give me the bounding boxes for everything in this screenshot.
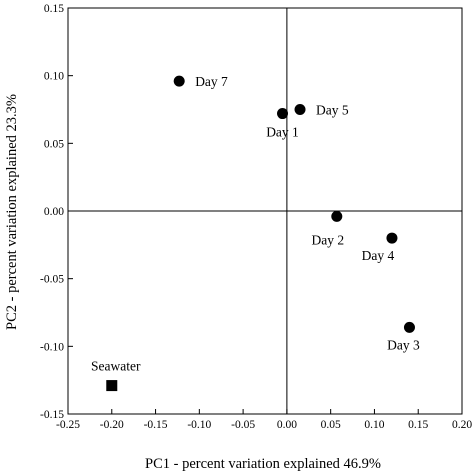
point-day-4	[386, 232, 398, 244]
point-day-7	[173, 75, 185, 87]
x-tick-label: -0.25	[56, 419, 80, 431]
x-tick-label: -0.10	[187, 419, 211, 431]
point-label-seawater: Seawater	[91, 359, 141, 374]
point-label-day-5: Day 5	[316, 103, 349, 118]
y-tick-label: -0.15	[40, 409, 64, 421]
x-tick-label: 0.00	[277, 419, 297, 431]
x-tick-label: 0.15	[408, 419, 428, 431]
point-label-day-4: Day 4	[362, 248, 395, 263]
x-tick-label: 0.10	[364, 419, 384, 431]
x-tick-label: -0.05	[231, 419, 255, 431]
x-tick-label: -0.15	[144, 419, 168, 431]
y-tick-label: 0.15	[44, 3, 64, 15]
y-tick-label: -0.05	[40, 274, 64, 286]
point-label-day-2: Day 2	[311, 232, 344, 247]
point-day-5	[294, 104, 306, 115]
y-tick-label: 0.10	[44, 71, 64, 83]
point-label-day-1: Day 1	[266, 125, 299, 140]
x-tick-label: -0.20	[100, 419, 124, 431]
x-tick-label: 0.20	[452, 419, 472, 431]
x-tick-label: 0.05	[321, 419, 341, 431]
x-axis-title: PC1 - percent variation explained 46.9%	[145, 456, 381, 472]
y-tick-label: 0.00	[44, 206, 64, 218]
y-tick-label: 0.05	[44, 138, 64, 150]
point-day-3	[403, 321, 415, 333]
point-label-day-3: Day 3	[387, 337, 420, 352]
point-day-2	[331, 210, 343, 222]
point-label-day-7: Day 7	[195, 74, 228, 89]
point-seawater	[106, 380, 118, 392]
y-tick-label: -0.10	[40, 341, 64, 353]
point-day-1	[277, 108, 289, 120]
y-axis-title: PC2 - percent variation explained 23.3%	[4, 94, 20, 330]
